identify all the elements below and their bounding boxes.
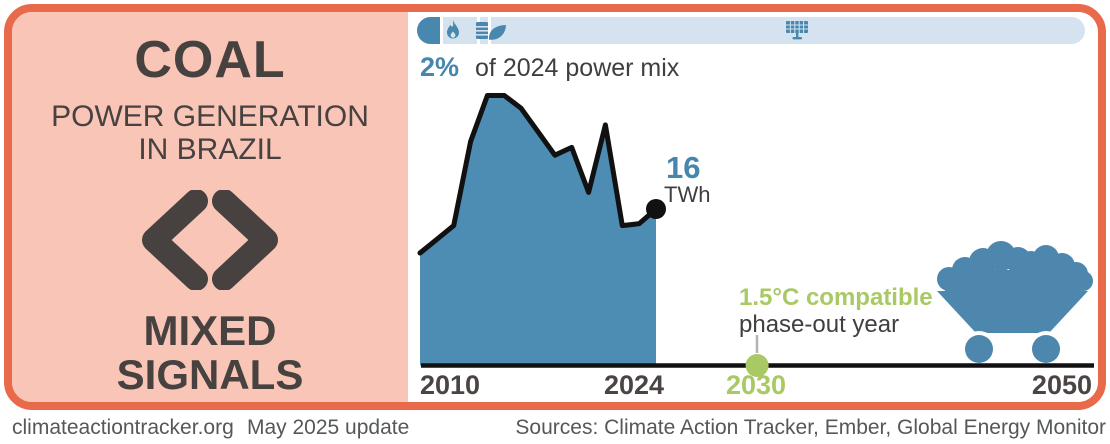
gas-flame-icon	[447, 20, 459, 39]
x-tick-2030: 2030	[725, 370, 787, 400]
rating-line-2: SIGNALS	[116, 351, 304, 399]
area-fill	[420, 95, 656, 366]
chart-panel: 2% of 2024 power mix	[408, 12, 1098, 402]
fuel-title: COAL	[134, 31, 286, 89]
subtitle-line-1: POWER GENERATION	[51, 100, 369, 133]
site-url: climateactiontracker.org	[12, 416, 234, 439]
oil-barrel-icon	[476, 22, 488, 39]
coal-share-label: of 2024 power mix	[475, 54, 680, 82]
phase-out-dot	[745, 354, 769, 377]
generation-area-chart	[417, 93, 1094, 377]
phase-out-subtitle: phase-out year	[739, 311, 900, 338]
coal-cart-icon	[937, 241, 1093, 367]
bar-separator	[488, 17, 491, 44]
rating-label: MIXED SIGNALS	[12, 307, 408, 399]
sources-credit: Sources: Climate Action Tracker, Ember, …	[515, 416, 1106, 439]
coal-share-segment	[417, 17, 440, 44]
x-tick-2024: 2024	[604, 370, 665, 400]
latest-value-unit: TWh	[664, 182, 711, 207]
x-tick-2050: 2050	[1031, 370, 1092, 400]
latest-value: 16	[666, 150, 701, 185]
power-mix-caption: 2% of 2024 power mix	[420, 52, 679, 83]
x-tick-2010: 2010	[420, 370, 481, 400]
generation-line	[417, 93, 659, 256]
leaf-icon	[488, 25, 506, 40]
solar-panel-icon	[786, 21, 808, 40]
subtitle-line-2: IN BRAZIL	[138, 133, 282, 166]
mixed-signals-chevrons-icon	[142, 189, 278, 291]
latest-value-dot	[646, 199, 666, 219]
power-mix-bar	[417, 17, 1085, 44]
bar-separator	[440, 17, 443, 44]
rating-line-1: MIXED	[143, 307, 277, 354]
left-panel: COAL POWER GENERATION IN BRAZIL MIXED SI…	[12, 12, 408, 402]
card: COAL POWER GENERATION IN BRAZIL MIXED SI…	[4, 4, 1106, 410]
update-date: May 2025 update	[247, 416, 410, 439]
phase-out-title: 1.5°C compatible	[739, 284, 933, 311]
coal-share-value: 2%	[420, 52, 460, 82]
country-subtitle: POWER GENERATION IN BRAZIL	[12, 100, 408, 166]
